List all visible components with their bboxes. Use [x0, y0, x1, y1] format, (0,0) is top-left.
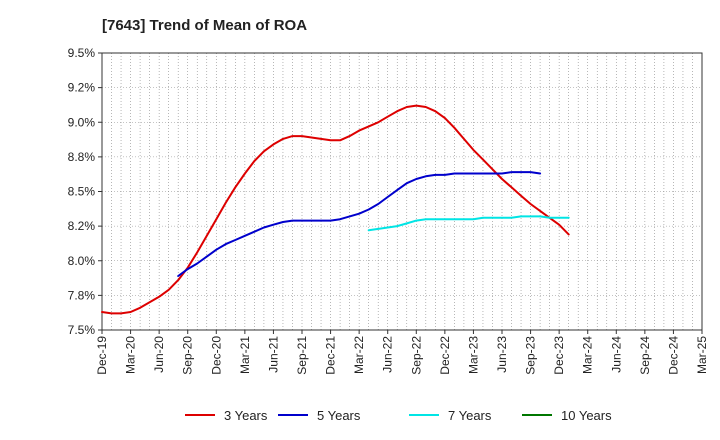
x-tick-label: Dec-21 [324, 336, 338, 375]
series-line-7-years [367, 215, 570, 232]
y-tick-label: 8.8% [68, 150, 96, 164]
legend: 3 Years 5 Years 7 Years 10 Years [185, 408, 612, 423]
x-tick-label: Mar-24 [581, 336, 595, 374]
series-line-3-years [101, 104, 570, 315]
x-tick-label: Mar-23 [466, 336, 480, 374]
legend-label-7-years: 7 Years [448, 408, 492, 423]
series-line-5-years [177, 171, 542, 277]
x-tick-label: Jun-21 [266, 336, 280, 373]
x-tick-label: Dec-23 [552, 336, 566, 375]
legend-label-3-years: 3 Years [224, 408, 268, 423]
x-tick-label: Mar-21 [238, 336, 252, 374]
x-tick-label: Sep-24 [638, 336, 652, 375]
x-tick-label: Jun-23 [495, 336, 509, 373]
x-tick-label: Dec-19 [95, 336, 109, 375]
y-tick-label: 9.2% [68, 81, 96, 95]
y-tick-label: 8.5% [68, 185, 96, 199]
y-tick-label: 8.2% [68, 219, 96, 233]
legend-label-10-years: 10 Years [561, 408, 612, 423]
x-tick-label: Dec-20 [209, 336, 223, 375]
x-tick-label: Mar-20 [124, 336, 138, 374]
x-tick-label: Jun-24 [609, 336, 623, 373]
x-tick-label: Sep-20 [181, 336, 195, 375]
x-tick-label: Mar-25 [695, 336, 709, 374]
y-tick-label: 9.5% [68, 46, 96, 60]
y-tick-label: 8.0% [68, 254, 96, 268]
y-tick-label: 7.8% [68, 288, 96, 302]
x-tick-label: Mar-22 [352, 336, 366, 374]
x-tick-label: Sep-21 [295, 336, 309, 375]
x-tick-label: Jun-22 [381, 336, 395, 373]
chart-title: [7643] Trend of Mean of ROA [102, 17, 307, 34]
y-tick-label: 9.0% [68, 115, 96, 129]
x-tick-label: Sep-22 [409, 336, 423, 375]
x-tick-label: Jun-20 [152, 336, 166, 373]
x-tick-label: Dec-22 [438, 336, 452, 375]
plot-area: 7.5% 7.8% 8.0% 8.2% 8.5% 8.8% 9.0% 9.2% 9.5% Dec-… [68, 46, 709, 375]
y-tick-label: 7.5% [68, 323, 96, 337]
legend-label-5-years: 5 Years [317, 408, 361, 423]
x-tick-label: Dec-24 [666, 336, 680, 375]
x-tick-label: Sep-23 [524, 336, 538, 375]
